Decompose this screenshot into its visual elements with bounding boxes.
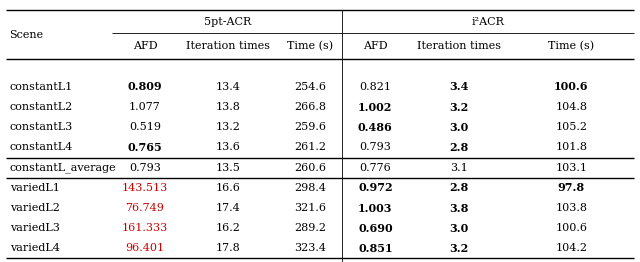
Text: 103.8: 103.8 bbox=[556, 203, 588, 213]
Text: 17.8: 17.8 bbox=[216, 243, 241, 253]
Text: constantL1: constantL1 bbox=[10, 82, 73, 92]
Text: constantL2: constantL2 bbox=[10, 102, 73, 112]
Text: 0.776: 0.776 bbox=[360, 163, 391, 173]
Text: constantL4: constantL4 bbox=[10, 143, 73, 152]
Text: variedL4: variedL4 bbox=[10, 243, 60, 253]
Text: Time (s): Time (s) bbox=[548, 41, 595, 51]
Text: 103.1: 103.1 bbox=[556, 163, 588, 173]
Text: 13.5: 13.5 bbox=[216, 163, 241, 173]
Text: 105.2: 105.2 bbox=[556, 122, 588, 132]
Text: 0.765: 0.765 bbox=[127, 142, 163, 153]
Text: 3.0: 3.0 bbox=[449, 122, 468, 133]
Text: variedL2: variedL2 bbox=[10, 203, 60, 213]
Text: 0.821: 0.821 bbox=[360, 82, 392, 92]
Text: i²ACR: i²ACR bbox=[472, 17, 504, 27]
Text: 17.4: 17.4 bbox=[216, 203, 241, 213]
Text: 3.2: 3.2 bbox=[449, 102, 468, 113]
Text: 3.4: 3.4 bbox=[449, 81, 468, 92]
Text: 3.1: 3.1 bbox=[450, 163, 467, 173]
Text: 100.6: 100.6 bbox=[554, 81, 588, 92]
Text: 2.8: 2.8 bbox=[449, 142, 468, 153]
Text: 104.2: 104.2 bbox=[556, 243, 588, 253]
Text: 143.513: 143.513 bbox=[122, 183, 168, 193]
Text: AFD: AFD bbox=[363, 41, 388, 51]
Text: 1.077: 1.077 bbox=[129, 102, 161, 112]
Text: 323.4: 323.4 bbox=[294, 243, 326, 253]
Text: Scene: Scene bbox=[10, 30, 44, 40]
Text: 104.8: 104.8 bbox=[556, 102, 588, 112]
Text: constantL3: constantL3 bbox=[10, 122, 73, 132]
Text: 298.4: 298.4 bbox=[294, 183, 326, 193]
Text: 5pt-ACR: 5pt-ACR bbox=[204, 17, 251, 27]
Text: 0.486: 0.486 bbox=[358, 122, 393, 133]
Text: 261.2: 261.2 bbox=[294, 143, 326, 152]
Text: 13.6: 13.6 bbox=[216, 143, 241, 152]
Text: 266.8: 266.8 bbox=[294, 102, 326, 112]
Text: 289.2: 289.2 bbox=[294, 223, 326, 233]
Text: 0.809: 0.809 bbox=[127, 81, 163, 92]
Text: 0.793: 0.793 bbox=[129, 163, 161, 173]
Text: 0.851: 0.851 bbox=[358, 243, 393, 254]
Text: AFD: AFD bbox=[132, 41, 157, 51]
Text: 101.8: 101.8 bbox=[556, 143, 588, 152]
Text: 76.749: 76.749 bbox=[125, 203, 164, 213]
Text: 254.6: 254.6 bbox=[294, 82, 326, 92]
Text: variedL1: variedL1 bbox=[10, 183, 60, 193]
Text: 259.6: 259.6 bbox=[294, 122, 326, 132]
Text: Iteration times: Iteration times bbox=[186, 41, 270, 51]
Text: 100.6: 100.6 bbox=[556, 223, 588, 233]
Text: Time (s): Time (s) bbox=[287, 41, 333, 51]
Text: 13.4: 13.4 bbox=[216, 82, 241, 92]
Text: 16.6: 16.6 bbox=[216, 183, 241, 193]
Text: 2.8: 2.8 bbox=[449, 182, 468, 193]
Text: 0.793: 0.793 bbox=[360, 143, 391, 152]
Text: 1.003: 1.003 bbox=[358, 203, 392, 214]
Text: 0.519: 0.519 bbox=[129, 122, 161, 132]
Text: 3.2: 3.2 bbox=[449, 243, 468, 254]
Text: 1.002: 1.002 bbox=[358, 102, 392, 113]
Text: 0.690: 0.690 bbox=[358, 223, 393, 234]
Text: 3.8: 3.8 bbox=[449, 203, 468, 214]
Text: 260.6: 260.6 bbox=[294, 163, 326, 173]
Text: 13.2: 13.2 bbox=[216, 122, 241, 132]
Text: 0.972: 0.972 bbox=[358, 182, 393, 193]
Text: 96.401: 96.401 bbox=[125, 243, 164, 253]
Text: 161.333: 161.333 bbox=[122, 223, 168, 233]
Text: 3.0: 3.0 bbox=[449, 223, 468, 234]
Text: variedL3: variedL3 bbox=[10, 223, 60, 233]
Text: 321.6: 321.6 bbox=[294, 203, 326, 213]
Text: 13.8: 13.8 bbox=[216, 102, 241, 112]
Text: 16.2: 16.2 bbox=[216, 223, 241, 233]
Text: 97.8: 97.8 bbox=[557, 182, 585, 193]
Text: constantL_average: constantL_average bbox=[10, 162, 116, 173]
Text: Iteration times: Iteration times bbox=[417, 41, 500, 51]
